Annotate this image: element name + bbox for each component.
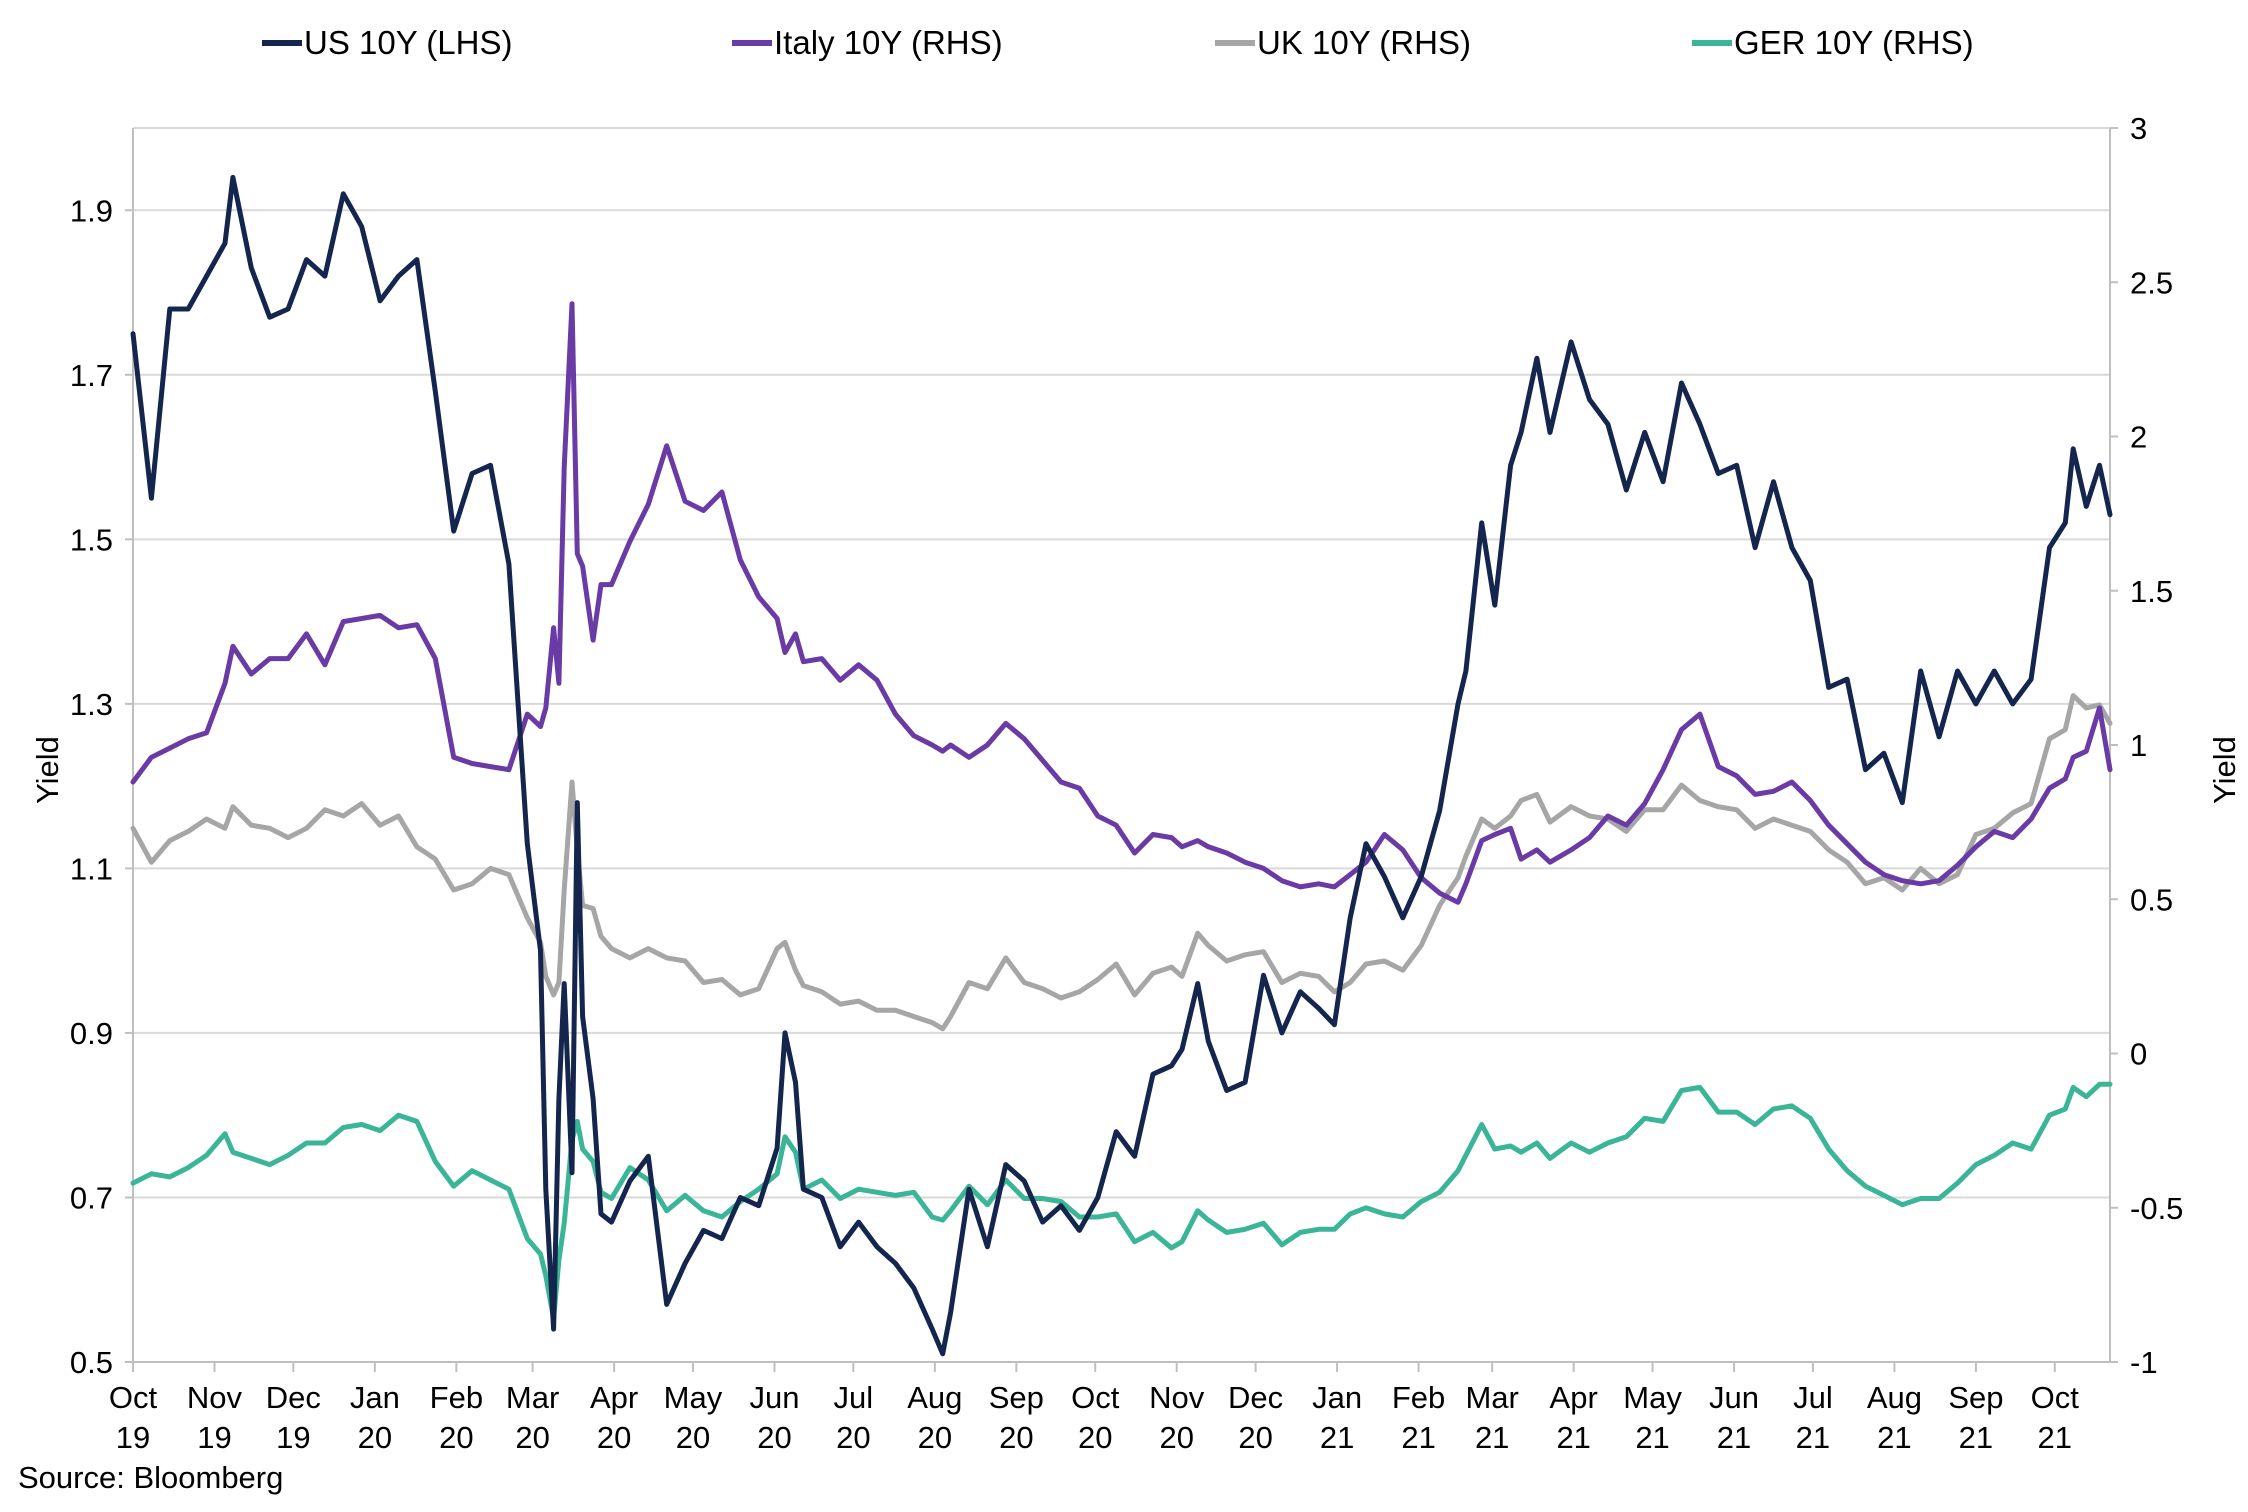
right-axis-tick-label: 0 [2130,1037,2147,1072]
x-axis-tick-label-month: Sep [1948,1380,2003,1415]
x-axis-tick-label-year: 19 [197,1420,231,1455]
left-axis-tick-label: 0.7 [70,1180,113,1215]
x-axis-tick-label-month: Feb [1392,1380,1445,1415]
x-axis-tick-label-month: Jul [834,1380,874,1415]
x-axis-tick-label-year: 20 [597,1420,631,1455]
x-axis-tick-label-month: Nov [187,1380,243,1415]
x-axis-tick-label-year: 19 [276,1420,310,1455]
x-axis-tick-label-month: Apr [590,1380,638,1415]
legend-label: GER 10Y (RHS) [1734,24,1974,61]
x-axis-tick-label-month: Sep [989,1380,1044,1415]
legend: US 10Y (LHS) Italy 10Y (RHS) UK 10Y (RHS) G… [262,24,1974,61]
x-axis-tick-label-year: 20 [918,1420,952,1455]
x-axis-tick-label-month: Dec [1228,1380,1283,1415]
x-axis-tick-label-year: 20 [676,1420,710,1455]
x-axis-tick-label-year: 21 [1717,1420,1751,1455]
right-axis-tick-label: -1 [2130,1345,2158,1380]
right-axis-tick-label: 2 [2130,420,2147,455]
x-axis-tick-label-month: Jul [1793,1380,1833,1415]
x-axis-tick-label-year: 21 [1401,1420,1435,1455]
x-axis-tick-label-year: 21 [1556,1420,1590,1455]
legend-label: UK 10Y (RHS) [1257,24,1471,61]
x-axis-tick-label-month: Oct [2031,1380,2080,1415]
x-axis-tick-label-month: Jan [1312,1380,1362,1415]
right-axis-tick-label: 1.5 [2130,574,2173,609]
series-line-us [130,174,2113,1357]
x-axis-tick-label-year: 20 [1159,1420,1193,1455]
axes: 0.5 0.7 0.9 1.1 1.3 1.5 1.7 1.9 -1 -0.5 0 0.5 1 1.5 2 2… [30,111,2242,1455]
x-axis-tick-label-month: Jun [1709,1380,1759,1415]
right-axis-tick-label: 0.5 [2130,882,2173,917]
left-axis-tick-label: 1.7 [70,358,113,393]
x-axis-tick-label-year: 20 [999,1420,1033,1455]
x-axis-tick-label-year: 20 [1078,1420,1112,1455]
x-axis-tick-label-month: May [664,1380,723,1415]
series-line-italy [130,301,2113,905]
x-axis-tick-label-year: 20 [439,1420,473,1455]
x-axis-tick-label-month: Mar [506,1380,559,1415]
x-axis-tick-label-year: 20 [836,1420,870,1455]
right-axis-tick-label: -0.5 [2130,1191,2183,1226]
source-note: Source: Bloomberg [18,1460,284,1495]
x-axis-tick-label-month: Oct [1071,1380,1120,1415]
left-axis-tick-label: 0.9 [70,1016,113,1051]
left-axis-tick-label: 1.3 [70,687,113,722]
series-line-uk [130,693,2113,1032]
x-axis-tick-label-year: 19 [116,1420,150,1455]
x-axis-tick-label-month: Jun [749,1380,799,1415]
right-axis-tick-label: 3 [2130,111,2147,146]
left-axis-tick-label: 1.5 [70,522,113,557]
x-axis-tick-label-year: 21 [1320,1420,1354,1455]
x-axis-tick-label-year: 20 [757,1420,791,1455]
x-axis-tick-label-year: 21 [1796,1420,1830,1455]
x-axis-tick-label-month: Dec [266,1380,321,1415]
gridlines [133,127,2110,1199]
x-axis-tick-label-month: Aug [907,1380,962,1415]
right-axis-tick-label: 1 [2130,728,2147,763]
x-axis-tick-label-month: Apr [1550,1380,1598,1415]
x-axis-tick-label-year: 21 [1877,1420,1911,1455]
left-axis-title: Yield [30,736,65,804]
x-axis-tick-label-year: 21 [1635,1420,1669,1455]
x-axis-tick-label-year: 20 [515,1420,549,1455]
x-axis-tick-label-month: Nov [1149,1380,1205,1415]
x-axis-tick-label-month: Jan [350,1380,400,1415]
x-axis-tick-label-year: 21 [2038,1420,2072,1455]
right-axis-tick-label: 2.5 [2130,265,2173,300]
legend-label: Italy 10Y (RHS) [774,24,1003,61]
x-axis-tick-label-month: Mar [1465,1380,1518,1415]
left-axis-tick-label: 0.5 [70,1345,113,1380]
x-axis-tick-label-month: Feb [430,1380,483,1415]
left-axis-tick-label: 1.1 [70,851,113,886]
series-lines [130,174,2113,1357]
x-axis-tick-label-year: 20 [1238,1420,1272,1455]
x-axis-tick-label-month: Oct [109,1380,158,1415]
series-line-ger [130,1081,2113,1322]
x-axis-tick-label-month: May [1623,1380,1682,1415]
legend-label: US 10Y (LHS) [304,24,512,61]
x-axis-tick-label-year: 21 [1475,1420,1509,1455]
right-axis-title: Yield [2207,736,2242,804]
x-axis-tick-label-year: 20 [358,1420,392,1455]
left-axis-tick-label: 1.9 [70,193,113,228]
x-axis-tick-label-year: 21 [1959,1420,1993,1455]
x-axis-tick-label-month: Aug [1867,1380,1922,1415]
